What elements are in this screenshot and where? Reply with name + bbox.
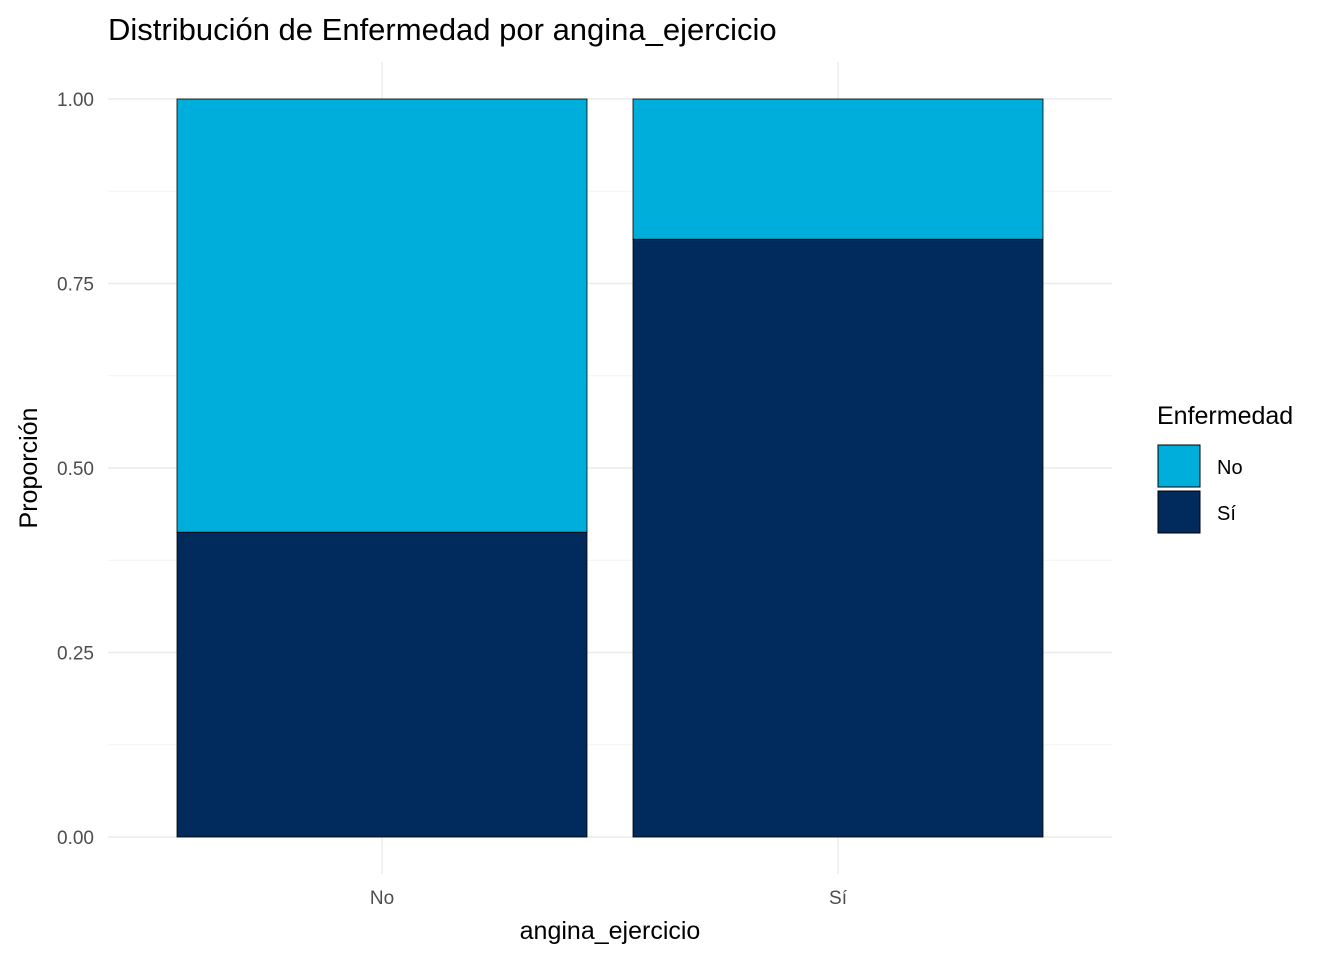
- y-axis-ticks: 0.00 0.25 0.50 0.75 1.00: [57, 90, 94, 849]
- y-tick-label: 0.50: [57, 459, 94, 480]
- legend: Enfermedad No Sí: [1157, 402, 1293, 534]
- legend-title: Enfermedad: [1157, 402, 1293, 430]
- bar-segment: [176, 98, 588, 533]
- y-tick-label: 1.00: [57, 90, 94, 111]
- y-axis-title: Proporción: [15, 408, 43, 529]
- y-tick-label: 0.75: [57, 275, 94, 296]
- legend-label: Sí: [1217, 503, 1236, 525]
- legend-label: No: [1217, 457, 1243, 479]
- x-axis-ticks: No Sí: [370, 888, 848, 909]
- x-tick-label: Sí: [829, 888, 848, 909]
- x-axis-title: angina_ejercicio: [520, 917, 701, 945]
- y-tick-label: 0.25: [57, 644, 94, 665]
- bar-segment: [632, 98, 1044, 240]
- legend-swatch: [1157, 490, 1201, 534]
- bars: [176, 98, 1044, 838]
- chart-title: Distribución de Enfermedad por angina_ej…: [108, 12, 777, 47]
- bar-segment: [176, 531, 588, 838]
- legend-items: No Sí: [1157, 444, 1243, 534]
- x-tick-label: No: [370, 888, 394, 909]
- y-tick-label: 0.00: [57, 828, 94, 849]
- bar-segment: [632, 238, 1044, 838]
- legend-swatch: [1157, 444, 1201, 488]
